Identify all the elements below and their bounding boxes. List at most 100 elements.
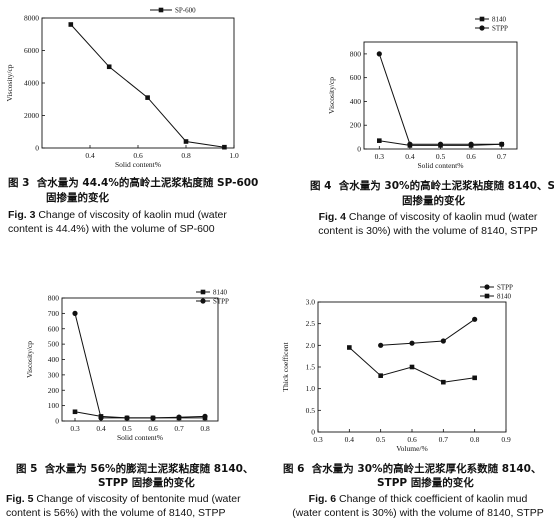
y-tick-label: 500 [48, 340, 60, 349]
data-point [150, 415, 156, 421]
legend-label: STPP [497, 284, 513, 292]
figure-5: 0.3 0.4 0.5 0.6 0.7 0.8 0 100 200 300 400 500 600 700… [0, 262, 277, 529]
data-point [72, 310, 78, 316]
y-tick-label: 2000 [24, 111, 39, 120]
caption-cn-fig5: 图 5 含水量为 56%的膨润土泥浆粘度随 8140、 [16, 463, 254, 475]
x-tick-label: 0.6 [407, 435, 417, 444]
caption-cn-fig6-line2: STPP 固掺量的变化 [377, 477, 474, 489]
data-point [499, 141, 505, 147]
caption-cn-fig4-line2: 固掺量的变化 [402, 195, 465, 207]
series-stpp [376, 51, 505, 147]
caption-en-fig6: Fig. 6 Change of thick coefficient of ka… [292, 493, 544, 519]
y-tick-label: 400 [48, 355, 60, 364]
series-line [74, 313, 206, 419]
data-point [407, 141, 413, 147]
figure-4: 0.3 0.4 0.5 0.6 0.7 0 200 400 600 800 Solid conten… [277, 0, 554, 262]
x-tick-label: 1.0 [229, 151, 239, 160]
x-axis-label: Solid content% [117, 433, 163, 442]
caption-cn-fig6: 图 6 含水量为 30%的高岭土泥浆厚化系数随 8140、 [283, 463, 542, 475]
data-point [145, 95, 150, 100]
caption-en-fig4: Fig. 4 Change of viscosity of kaolin mud… [318, 211, 538, 237]
x-axis-label: Solid content% [115, 160, 161, 169]
plot-frame [61, 297, 219, 422]
x-tick-label: 0.6 [466, 152, 476, 161]
y-tick-label: 8000 [24, 14, 39, 23]
y-tick-label: 3.0 [306, 298, 316, 307]
data-point [376, 51, 382, 57]
legend-marker [200, 289, 206, 295]
caption-cn-fig4: 图 4 含水量为 30%的高岭土泥浆粘度随 8140、STPP [310, 180, 554, 192]
chart-fig5: 0.3 0.4 0.5 0.6 0.7 0.8 0 100 200 300 400 500 600 700… [25, 289, 229, 443]
x-tick-label: 0.4 [405, 152, 415, 161]
series-8140 [72, 409, 208, 421]
legend-marker [484, 284, 490, 290]
data-point [409, 340, 415, 346]
data-point [72, 409, 78, 415]
y-axis-label: Viscosity/cp [5, 64, 14, 101]
chart-fig6: 0.3 0.4 0.5 0.6 0.7 0.8 0.9 0 0.5 1.0 1.5 2.0 2.5 3.0… [281, 284, 513, 454]
caption-en-fig3: Fig. 3 Change of viscosity of kaolin mud… [8, 209, 227, 235]
y-tick-label: 0 [55, 417, 59, 426]
legend-label: STPP [492, 25, 508, 33]
x-tick-label: 0.7 [174, 424, 184, 433]
data-point [377, 138, 382, 143]
plot-frame [41, 17, 235, 149]
legend-label: STPP [213, 298, 229, 306]
x-tick-label: 0.3 [375, 152, 385, 161]
data-point [472, 316, 478, 322]
x-tick-label: 0.7 [497, 152, 507, 161]
legend-label: 8140 [492, 16, 507, 24]
data-point [437, 141, 444, 147]
x-tick-label: 0.3 [313, 435, 323, 444]
y-tick-label: 1.5 [306, 363, 316, 372]
data-point [183, 139, 189, 144]
x-tick-label: 0.7 [439, 435, 449, 444]
y-tick-label: 0 [35, 144, 39, 153]
legend-label: SP-600 [175, 7, 196, 15]
data-point [106, 64, 112, 70]
data-point [98, 415, 104, 421]
x-tick-label: 0.6 [148, 424, 158, 433]
series-stpp [72, 310, 208, 421]
y-tick-label: 600 [48, 324, 60, 333]
data-point [176, 414, 182, 420]
legend-marker [479, 25, 485, 31]
figure-3: 0.4 0.6 0.8 1.0 0 2000 4000 6000 8000 Solid conte… [0, 0, 277, 262]
y-tick-label: 100 [48, 401, 60, 410]
y-tick-label: 1.0 [306, 384, 316, 393]
caption-cn-fig3: 图 3 含水量为 44.4%的高岭土泥浆粘度随 SP-600 [8, 177, 259, 189]
chart-fig3: 0.4 0.6 0.8 1.0 0 2000 4000 6000 8000 Solid conte… [5, 7, 239, 170]
data-point [124, 415, 130, 421]
legend-label: 8140 [213, 289, 228, 297]
y-axis-label: Viscosity/cp [327, 77, 336, 114]
caption-cn-fig5-line2: STPP 固掺量的变化 [98, 477, 195, 489]
x-tick-label: 0.6 [133, 151, 143, 160]
series-line [380, 318, 475, 346]
data-point [202, 413, 208, 419]
y-tick-label: 700 [48, 309, 60, 318]
y-tick-label: 4000 [24, 79, 39, 88]
series-line [378, 53, 502, 145]
y-tick-label: 2.5 [306, 319, 316, 328]
y-tick-label: 600 [350, 73, 362, 82]
x-tick-label: 0.4 [96, 424, 106, 433]
data-point [472, 375, 477, 381]
data-point [468, 141, 474, 147]
caption-cn-fig3-line2: 固掺量的变化 [46, 192, 109, 204]
plot-frame [363, 41, 518, 150]
x-tick-label: 0.8 [470, 435, 480, 444]
series-stpp [378, 316, 478, 348]
y-tick-label: 800 [350, 49, 362, 58]
data-point [378, 373, 383, 378]
x-tick-label: 0.5 [376, 435, 386, 444]
x-tick-label: 0.3 [70, 424, 80, 433]
data-point [440, 338, 446, 344]
x-tick-label: 0.5 [436, 152, 446, 161]
legend-marker [484, 293, 490, 299]
y-tick-label: 6000 [24, 46, 39, 55]
legend-marker [158, 7, 164, 13]
data-point [68, 22, 74, 27]
series-line [70, 24, 225, 148]
x-tick-label: 0.9 [501, 435, 511, 444]
y-tick-label: 0.5 [306, 406, 316, 415]
